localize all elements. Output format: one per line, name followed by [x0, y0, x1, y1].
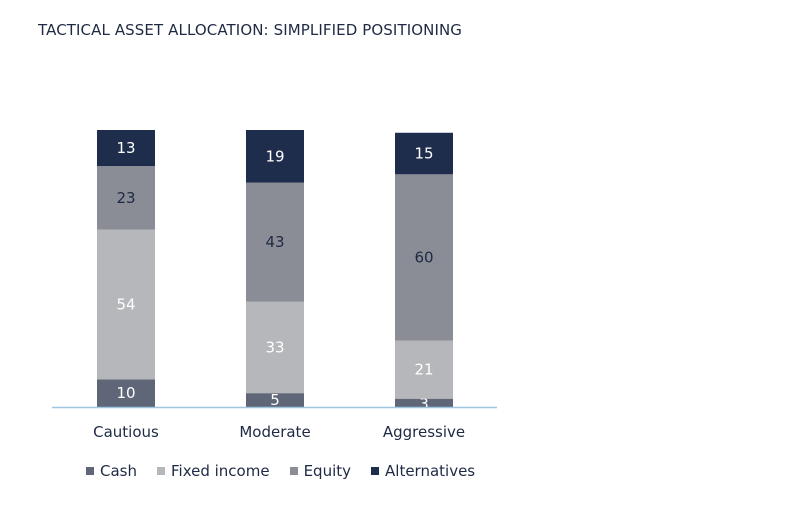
data-label: 43 [265, 233, 284, 251]
data-label: 15 [414, 145, 433, 163]
bar-segment-cash-aggressive [395, 398, 453, 407]
data-label: 13 [116, 139, 135, 157]
bar-segment-fixed-income-cautious [97, 229, 155, 380]
legend-label: Equity [303, 462, 352, 480]
chart-legend: Cash Fixed income Equity Alternatives [86, 462, 475, 480]
data-label: 10 [116, 384, 135, 402]
chart-title: TACTICAL ASSET ALLOCATION: SIMPLIFIED PO… [38, 21, 463, 39]
data-label: 23 [116, 189, 135, 207]
legend-item-cash: Cash [86, 462, 137, 480]
bar-segment-fixed-income-aggressive [395, 340, 453, 399]
legend-swatch [157, 467, 165, 475]
bar-segment-fixed-income-moderate [246, 301, 304, 394]
data-label: 60 [414, 248, 433, 266]
data-label: 19 [265, 147, 284, 165]
bar-segment-alternatives-moderate [246, 130, 304, 183]
legend-label: Fixed income [171, 462, 270, 480]
bar-segment-equity-aggressive [395, 174, 453, 341]
legend-swatch [289, 467, 298, 475]
data-label: 21 [414, 361, 433, 379]
bar-segment-alternatives-aggressive [395, 132, 453, 175]
bar-segment-alternatives-cautious [97, 130, 155, 167]
data-label: 3 [419, 395, 429, 413]
legend-item-equity: Equity [289, 462, 352, 480]
bar-segment-equity-cautious [97, 166, 155, 230]
legend-swatch [371, 467, 380, 475]
bar-segment-cash-moderate [246, 393, 304, 407]
legend-item-alternatives: Alternatives [371, 462, 475, 480]
category-label: Aggressive [383, 423, 465, 441]
data-label: 54 [116, 296, 135, 314]
legend-label: Alternatives [385, 462, 476, 480]
legend-swatch [86, 467, 94, 475]
legend-label: Cash [100, 462, 137, 480]
bar-segment-equity-moderate [246, 182, 304, 302]
data-label: 33 [265, 338, 284, 356]
data-label: 5 [270, 391, 280, 409]
bar-segment-cash-cautious [97, 379, 155, 407]
category-label: Cautious [93, 423, 159, 441]
legend-item-fixed-income: Fixed income [157, 462, 270, 480]
category-label: Moderate [239, 423, 310, 441]
